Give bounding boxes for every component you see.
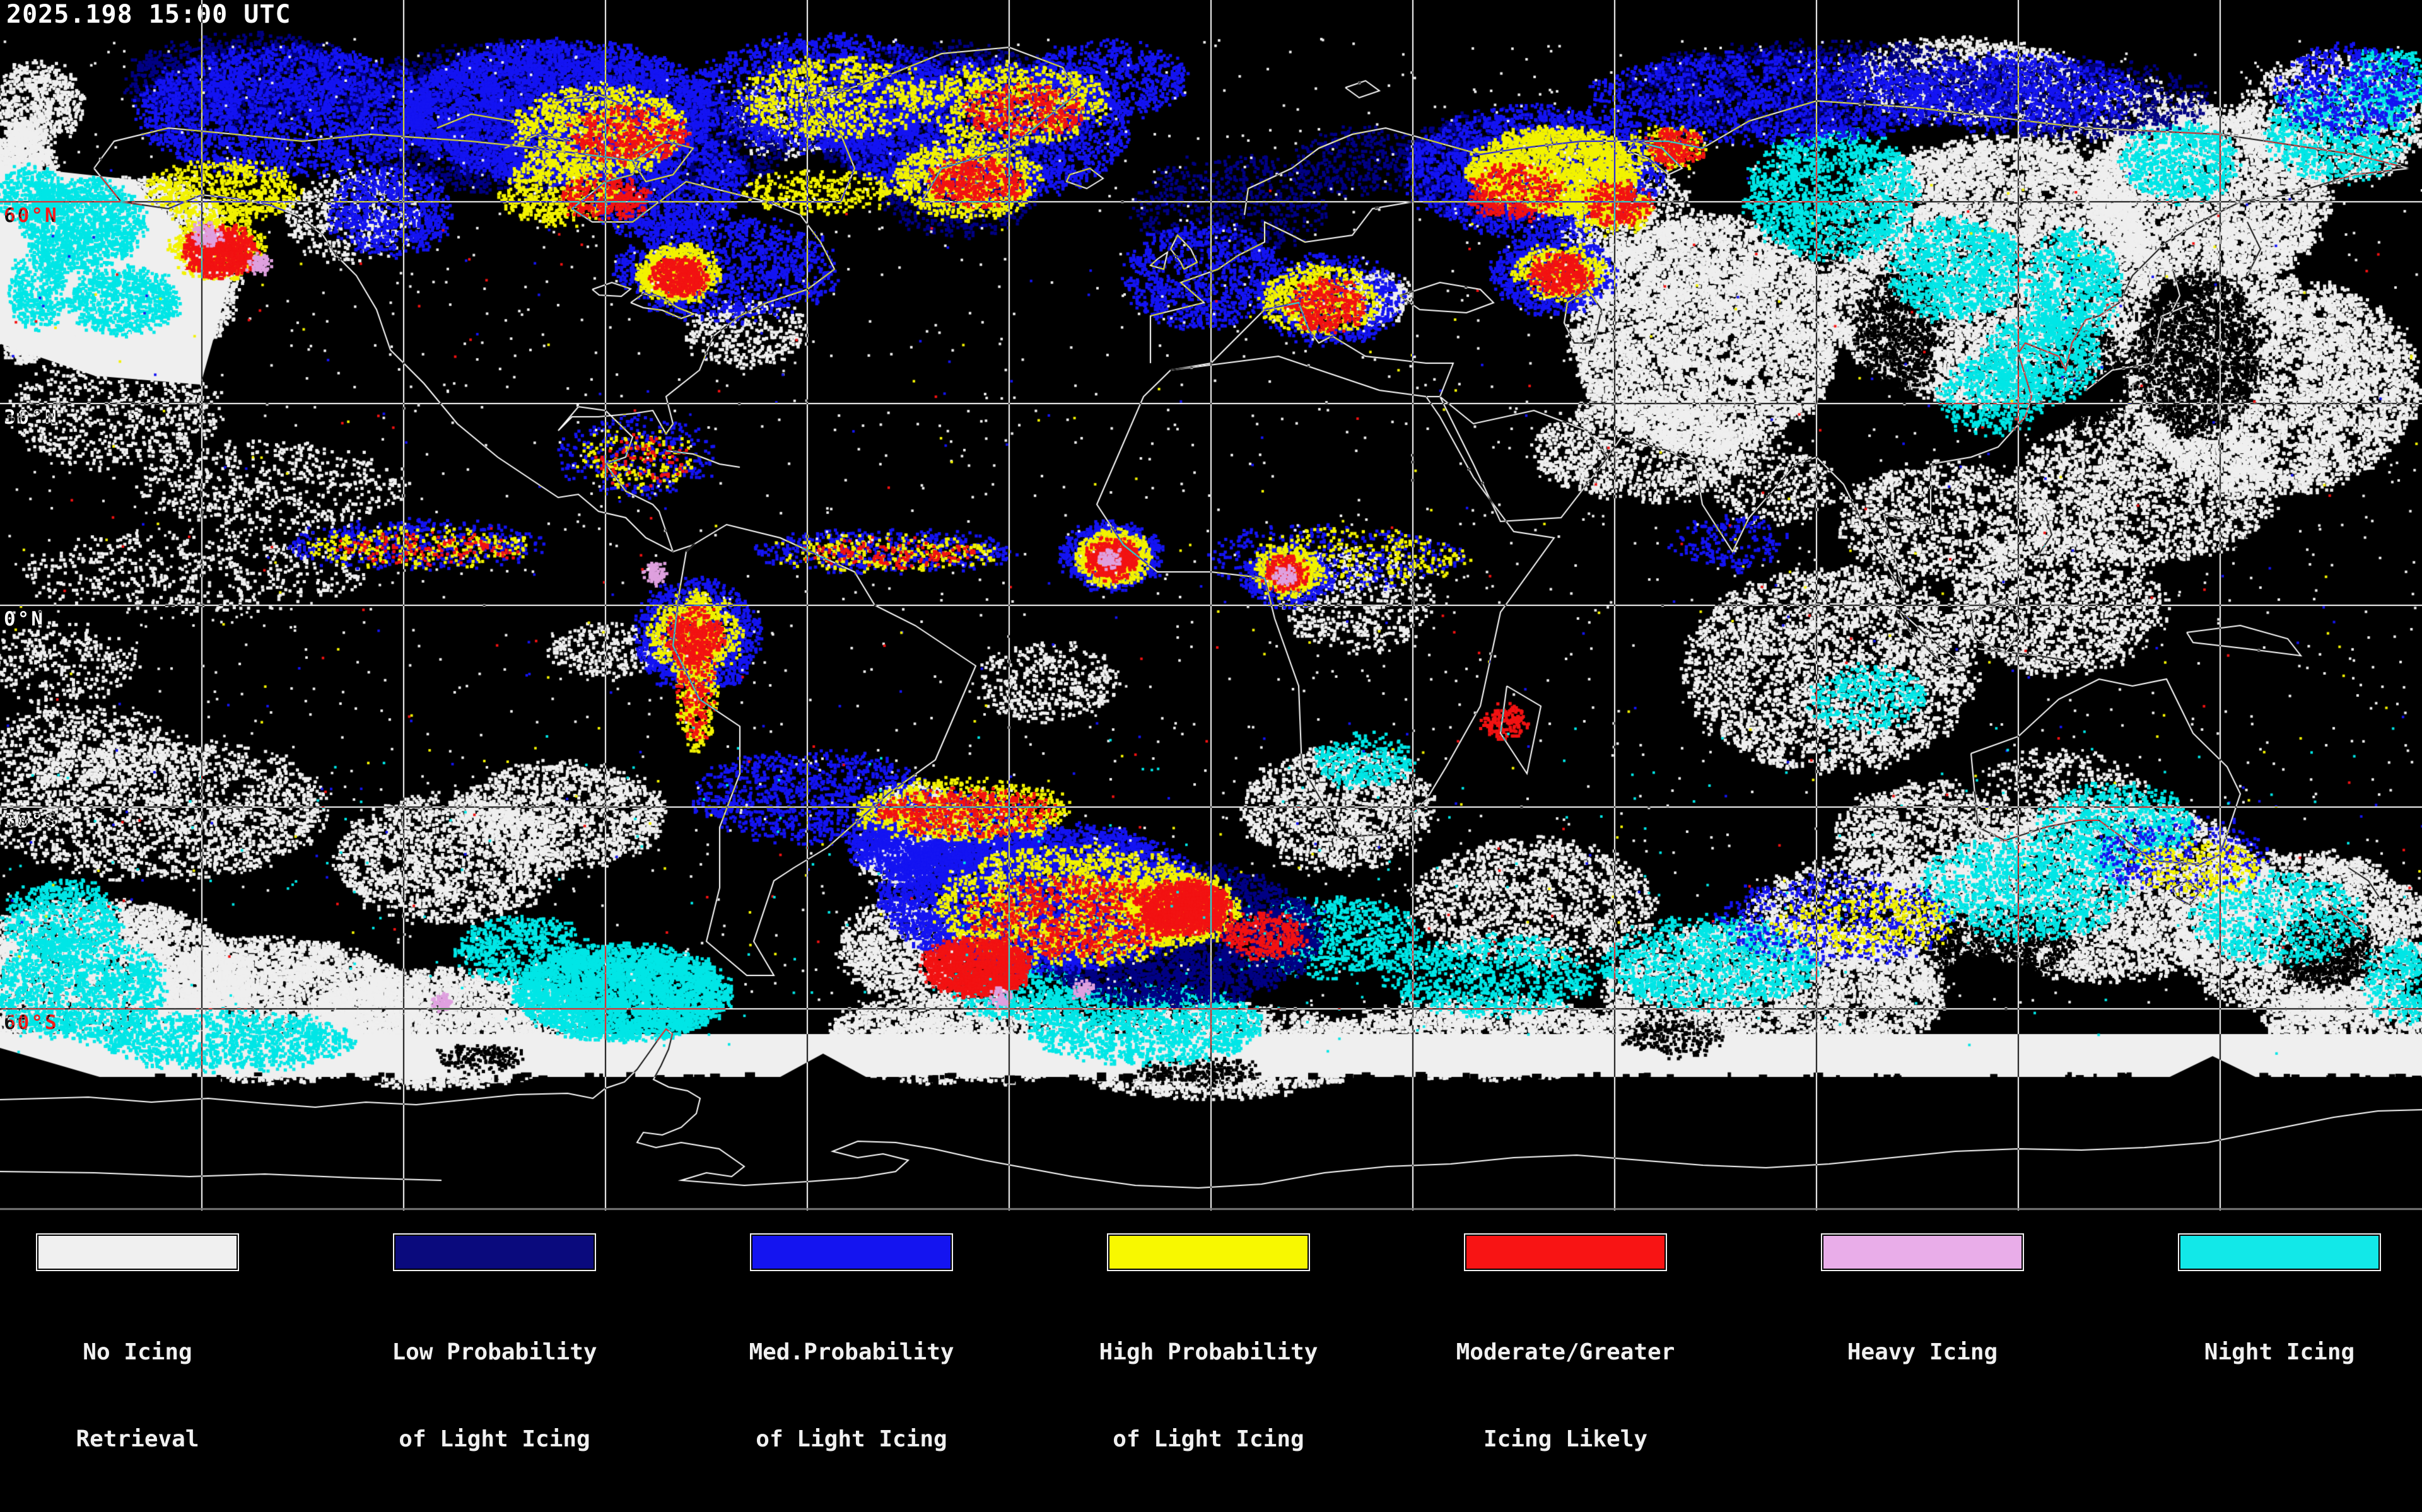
legend-label-line1: Heavy Icing [1847,1339,1998,1365]
lat-label-30n: 30°N [4,406,59,429]
legend-label-line2: of Light Icing [1113,1426,1304,1452]
legend-label-line1: Med.Probability [749,1339,954,1365]
lat-label-60n: 60°N [4,204,59,227]
legend-label: Moderate/Greater Icing Likely [1387,1280,1744,1512]
legend-label-line1: No Icing [83,1339,192,1365]
legend-item-no-icing: No Icing Retrieval [0,1233,316,1512]
legend-label: Low Probability of Light Icing [316,1280,673,1512]
legend-label: Med.Probability of Light Icing [673,1280,1030,1512]
global-icing-map-canvas [0,0,2422,1211]
legend-item-heavy-icing: Heavy Icing [1744,1233,2101,1483]
legend-label-line1: Low Probability [392,1339,597,1365]
legend-label-line1: High Probability [1099,1339,1318,1365]
legend-label: No Icing Retrieval [0,1280,316,1512]
legend-label-line2: of Light Icing [399,1426,590,1452]
lat-label-0n: 0°N [4,608,45,631]
lat-label-60s: 60°S [4,1011,59,1034]
legend-item-high-probability: High Probability of Light Icing [1030,1233,1387,1512]
no-icing-swatch-icon [36,1233,239,1271]
legend-item-moderate-greater: Moderate/Greater Icing Likely [1387,1233,1744,1512]
heavy-icing-swatch-icon [1821,1233,2024,1271]
legend-bar: No Icing Retrieval Low Probability of Li… [0,1211,2422,1452]
legend-label: Night Icing [2101,1280,2422,1483]
legend-item-med-probability: Med.Probability of Light Icing [673,1233,1030,1512]
legend-label-line2: Retrieval [76,1426,199,1452]
high-probability-swatch-icon [1107,1233,1310,1271]
med-probability-swatch-icon [750,1233,953,1271]
night-icing-swatch-icon [2178,1233,2381,1271]
timestamp-label: 2025.198 15:00 UTC [6,0,291,29]
legend-label-line1: Night Icing [2204,1339,2355,1365]
legend-label-line2: Icing Likely [1483,1426,1648,1452]
legend-label-line1: Moderate/Greater [1456,1339,1675,1365]
legend-item-low-probability: Low Probability of Light Icing [316,1233,673,1512]
satellite-icing-product-screen: { "header": { "timestamp": "2025.198 15:… [0,0,2422,1452]
lat-label-30s: 30°S [4,810,59,832]
low-probability-swatch-icon [393,1233,596,1271]
moderate-greater-swatch-icon [1464,1233,1667,1271]
legend-item-night-icing: Night Icing [2101,1233,2422,1483]
legend-label-line2: of Light Icing [756,1426,947,1452]
legend-label: High Probability of Light Icing [1030,1280,1387,1512]
legend-label: Heavy Icing [1744,1280,2101,1483]
